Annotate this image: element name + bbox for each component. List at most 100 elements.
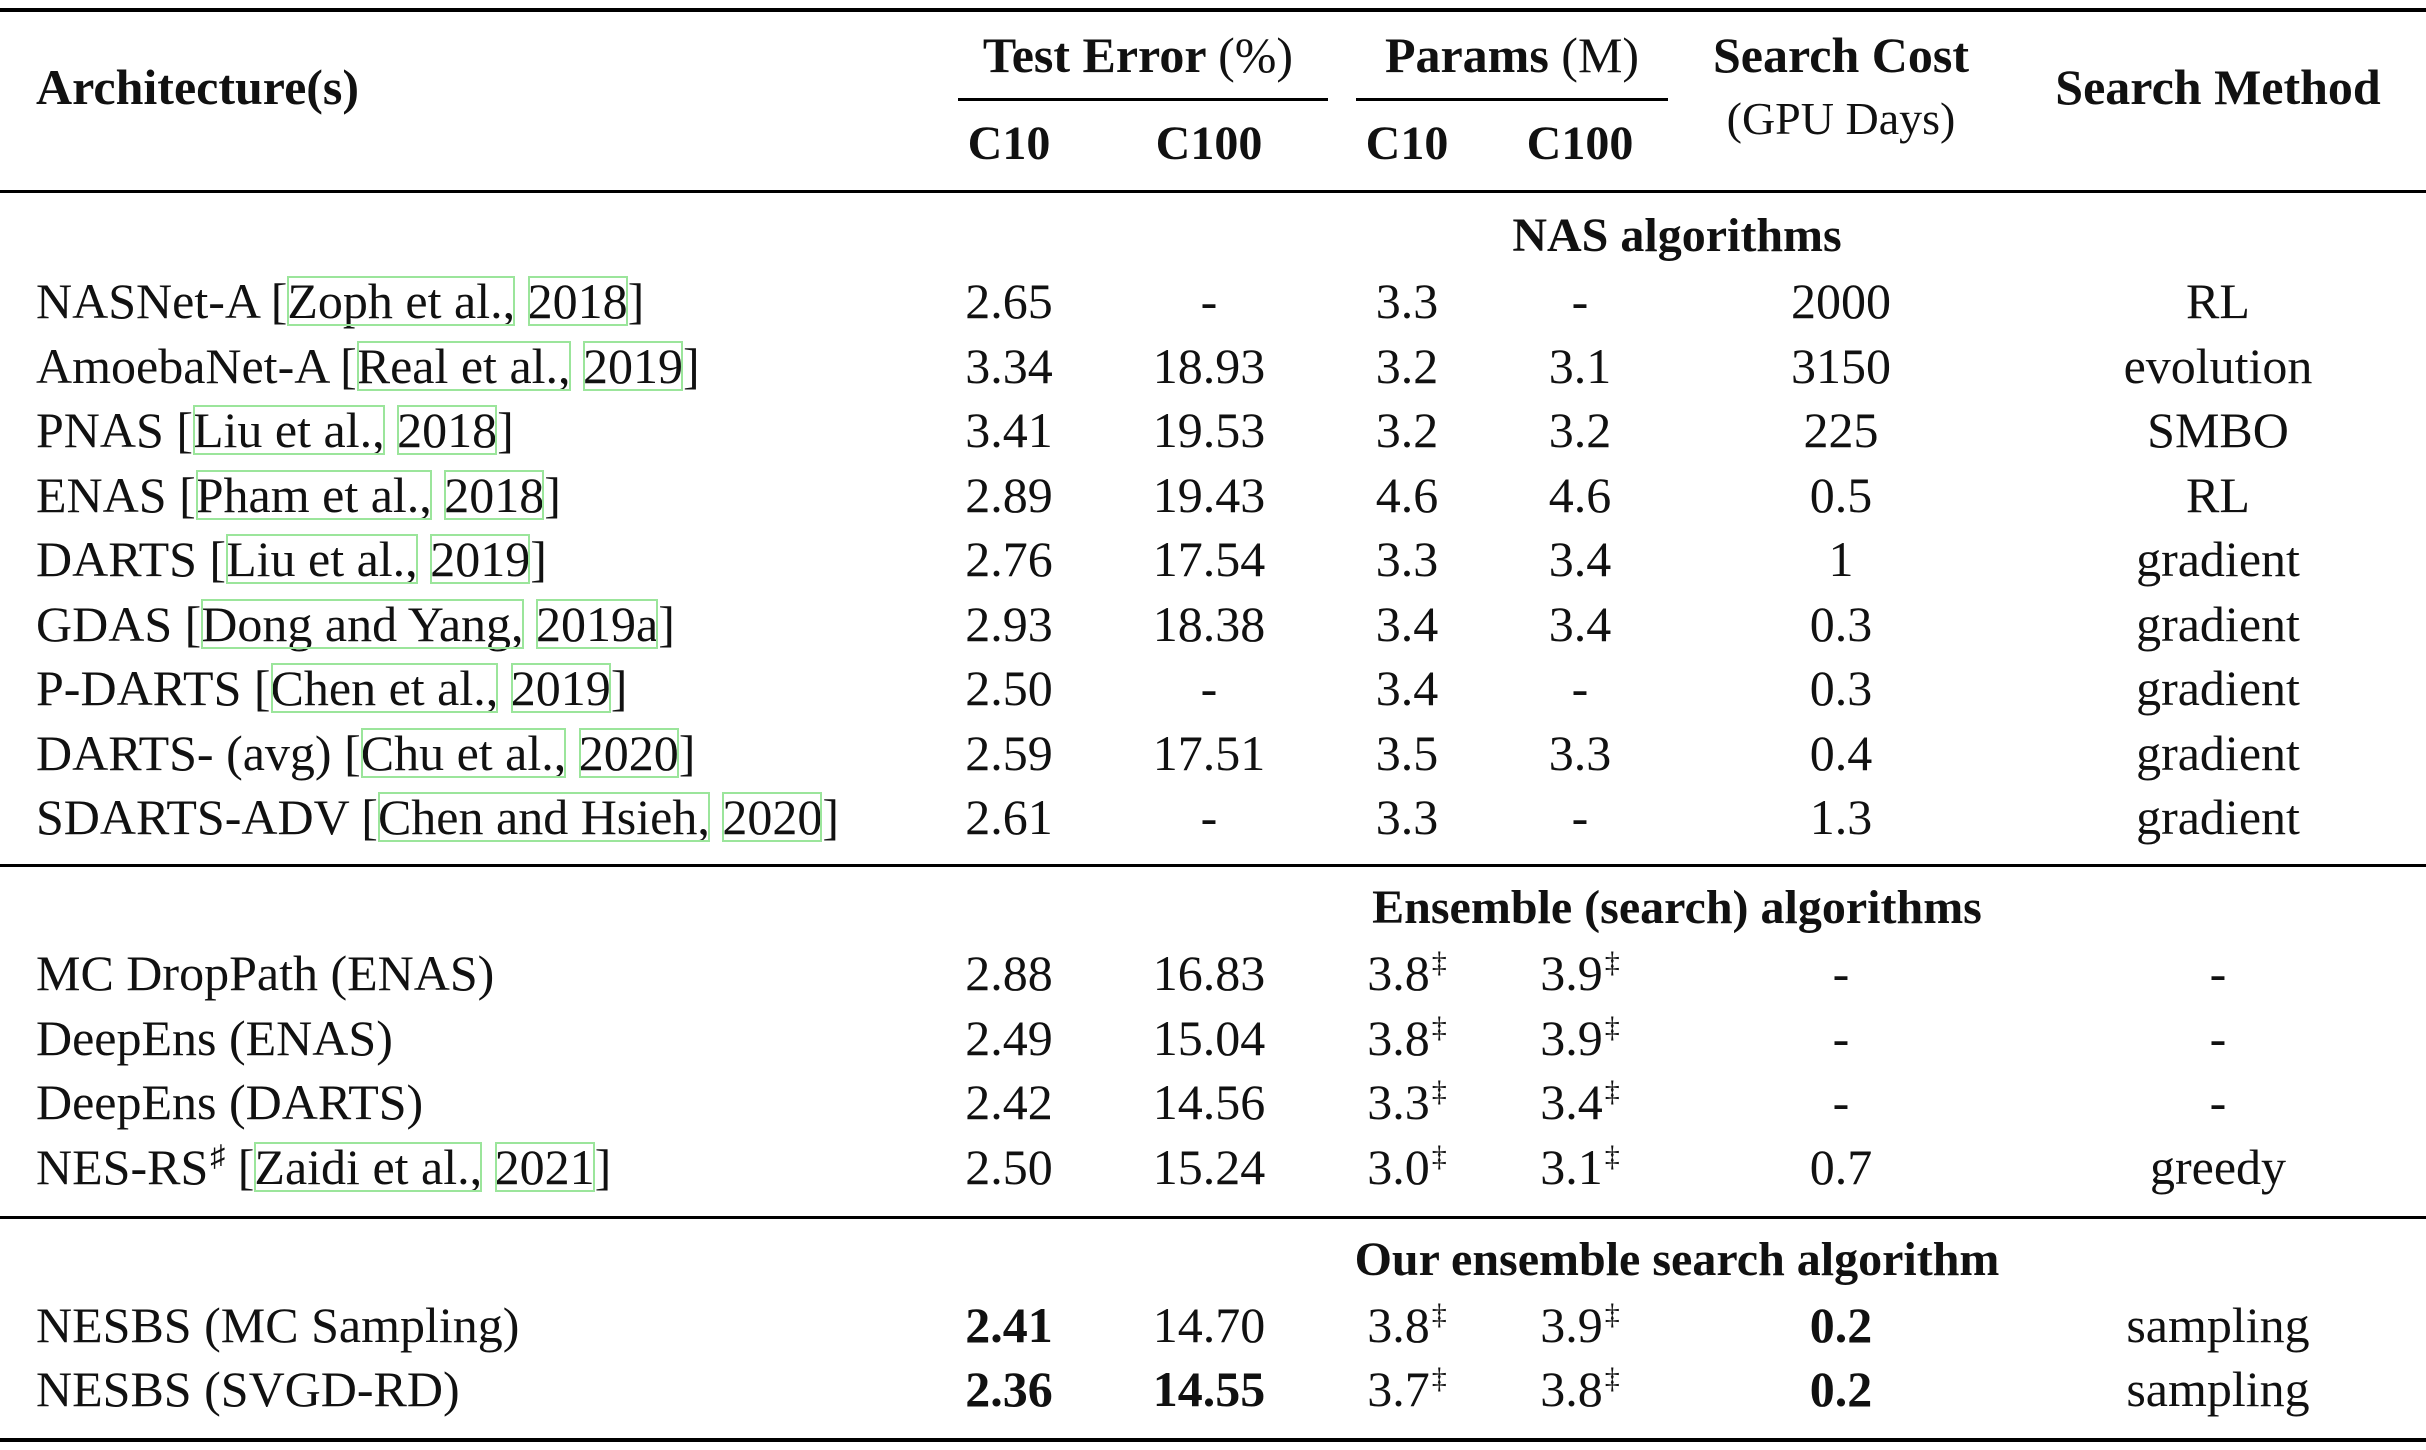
params-c10: 3.5 [1375, 725, 1439, 781]
citation-year[interactable]: 2018 [397, 402, 498, 458]
table-row: DARTS- (avg) [Chu et al., 2020] 2.59 17.… [0, 728, 2426, 792]
architecture-cell: MC DropPath (ENAS) [36, 948, 494, 998]
params-c100: 3.4 [1548, 596, 1612, 652]
citation-authors[interactable]: Liu et al., [193, 402, 385, 458]
test-error-c100: 14.56 [1152, 1074, 1266, 1130]
search-method: - [2209, 945, 2227, 1001]
section-rule-2 [0, 1216, 2426, 1219]
table-row: DeepEns (ENAS) 2.49 15.04 3.8‡ 3.9‡ - - [0, 1013, 2426, 1077]
test-error-c10: 2.42 [965, 1074, 1053, 1130]
citation-year[interactable]: 2019 [510, 660, 611, 716]
search-cost: 0.3 [1809, 596, 1873, 652]
params-value: 3.4 [1540, 1074, 1603, 1130]
params-c100: 3.1 [1548, 338, 1612, 394]
table-row: NES-RS♯ [Zaidi et al., 2021] 2.50 15.24 … [0, 1142, 2426, 1206]
citation-authors[interactable]: Chen et al., [270, 660, 499, 716]
header-search-cost-unit: (GPU Days) [1726, 93, 1956, 144]
table-row: GDAS [Dong and Yang, 2019a] 2.93 18.38 3… [0, 599, 2426, 663]
table-row: ENAS [Pham et al., 2018] 2.89 19.43 4.6 … [0, 470, 2426, 534]
architecture-name: DeepEns (DARTS) [36, 1074, 424, 1130]
params-c10: 3.3 [1375, 273, 1439, 329]
search-method: - [2209, 1074, 2227, 1130]
citation-authors[interactable]: Real et al., [356, 338, 571, 394]
citation-year[interactable]: 2021 [494, 1139, 595, 1195]
search-method: gradient [2136, 531, 2300, 587]
test-error-c100: 16.83 [1152, 945, 1266, 1001]
test-error-c100: 18.38 [1152, 596, 1266, 652]
header-test-error-label: Test Error [982, 27, 1206, 83]
architecture-cell: ENAS [Pham et al., 2018] [36, 467, 561, 523]
params-c100: 3.9‡ [1540, 1011, 1620, 1064]
params-c10: 3.0‡ [1367, 1140, 1447, 1193]
citation-year[interactable]: 2020 [722, 789, 823, 845]
params-value: 3.3 [1367, 1074, 1430, 1130]
architecture-name: SDARTS-ADV [36, 789, 349, 845]
search-method: sampling [2126, 1297, 2310, 1353]
test-error-c10: 3.41 [965, 402, 1053, 458]
citation-year[interactable]: 2019 [583, 338, 684, 394]
top-rule [0, 8, 2426, 12]
table-row: NESBS (MC Sampling) 2.41 14.70 3.8‡ 3.9‡… [0, 1300, 2426, 1364]
params-c10: 4.6 [1375, 467, 1439, 523]
citation-year[interactable]: 2019 [430, 531, 531, 587]
footnote-marker: ‡ [1604, 1011, 1620, 1044]
test-error-c100: 14.70 [1152, 1297, 1266, 1353]
header-test-error: Test Error (%) [983, 30, 1293, 80]
test-error-c10: 2.61 [965, 789, 1053, 845]
footnote-marker: ‡ [1431, 1140, 1447, 1173]
bottom-rule [0, 1438, 2426, 1442]
test-error-c100: 18.93 [1152, 338, 1266, 394]
citation-year[interactable]: 2018 [444, 467, 545, 523]
section-title-ensemble: Ensemble (search) algorithms [1372, 881, 1982, 934]
search-method: RL [2186, 467, 2250, 523]
citation-year[interactable]: 2020 [578, 725, 679, 781]
search-cost: 3150 [1791, 338, 1891, 394]
section-title-nas: NAS algorithms [1512, 209, 1842, 262]
citation-authors[interactable]: Zoph et al., [287, 273, 516, 329]
test-error-c10: 2.76 [965, 531, 1053, 587]
params-c10: 3.8‡ [1367, 1013, 1447, 1064]
header-params-label: Params [1384, 27, 1549, 83]
citation-authors[interactable]: Chen and Hsieh, [377, 789, 710, 845]
params-c100: - [1571, 789, 1589, 845]
params-c10: 3.4 [1375, 596, 1439, 652]
citation-year[interactable]: 2019a [536, 596, 659, 652]
architecture-cell: P-DARTS [Chen et al., 2019] [36, 660, 628, 716]
params-c10: 3.2 [1375, 402, 1439, 458]
architecture-cell: GDAS [Dong and Yang, 2019a] [36, 596, 675, 652]
architecture-name: GDAS [36, 596, 173, 652]
architecture-name: DARTS- (avg) [36, 725, 332, 781]
params-c100: 3.1‡ [1540, 1142, 1620, 1193]
search-method: - [2209, 1010, 2227, 1066]
params-cmidrule [1356, 98, 1668, 101]
architecture-name: DARTS [36, 531, 197, 587]
header-architecture: Architecture(s) [36, 59, 360, 115]
test-error-c100: 14.55 [1152, 1361, 1266, 1417]
footnote-marker: ‡ [1604, 1362, 1620, 1395]
header-test-error-unit: (%) [1218, 27, 1294, 83]
search-cost: - [1832, 1010, 1850, 1066]
citation-authors[interactable]: Liu et al., [226, 531, 418, 587]
architecture-name: PNAS [36, 402, 164, 458]
citation-authors[interactable]: Dong and Yang, [201, 596, 524, 652]
citation-authors[interactable]: Pham et al., [195, 467, 432, 523]
citation-authors[interactable]: Zaidi et al., [254, 1139, 483, 1195]
search-cost: 2000 [1791, 273, 1891, 329]
architecture-cell: PNAS [Liu et al., 2018] [36, 402, 514, 458]
architecture-cell: NES-RS♯ [Zaidi et al., 2021] [36, 1139, 612, 1195]
architecture-name: NES-RS [36, 1139, 209, 1195]
search-cost: 1.3 [1809, 789, 1873, 845]
params-c10: 3.7‡ [1367, 1364, 1447, 1415]
table-row: DARTS [Liu et al., 2019] 2.76 17.54 3.3 … [0, 534, 2426, 598]
search-method: sampling [2126, 1361, 2310, 1417]
search-cost: 0.7 [1809, 1139, 1873, 1195]
test-error-c100: 15.04 [1152, 1010, 1266, 1066]
params-c100: 3.4 [1548, 531, 1612, 587]
citation-authors[interactable]: Chu et al., [360, 725, 567, 781]
test-error-c10: 2.65 [965, 273, 1053, 329]
architecture-cell: AmoebaNet-A [Real et al., 2019] [36, 338, 700, 394]
test-error-c100: - [1200, 660, 1218, 716]
test-error-c10: 2.89 [965, 467, 1053, 523]
search-cost: 0.2 [1809, 1361, 1873, 1417]
citation-year[interactable]: 2018 [527, 273, 628, 329]
